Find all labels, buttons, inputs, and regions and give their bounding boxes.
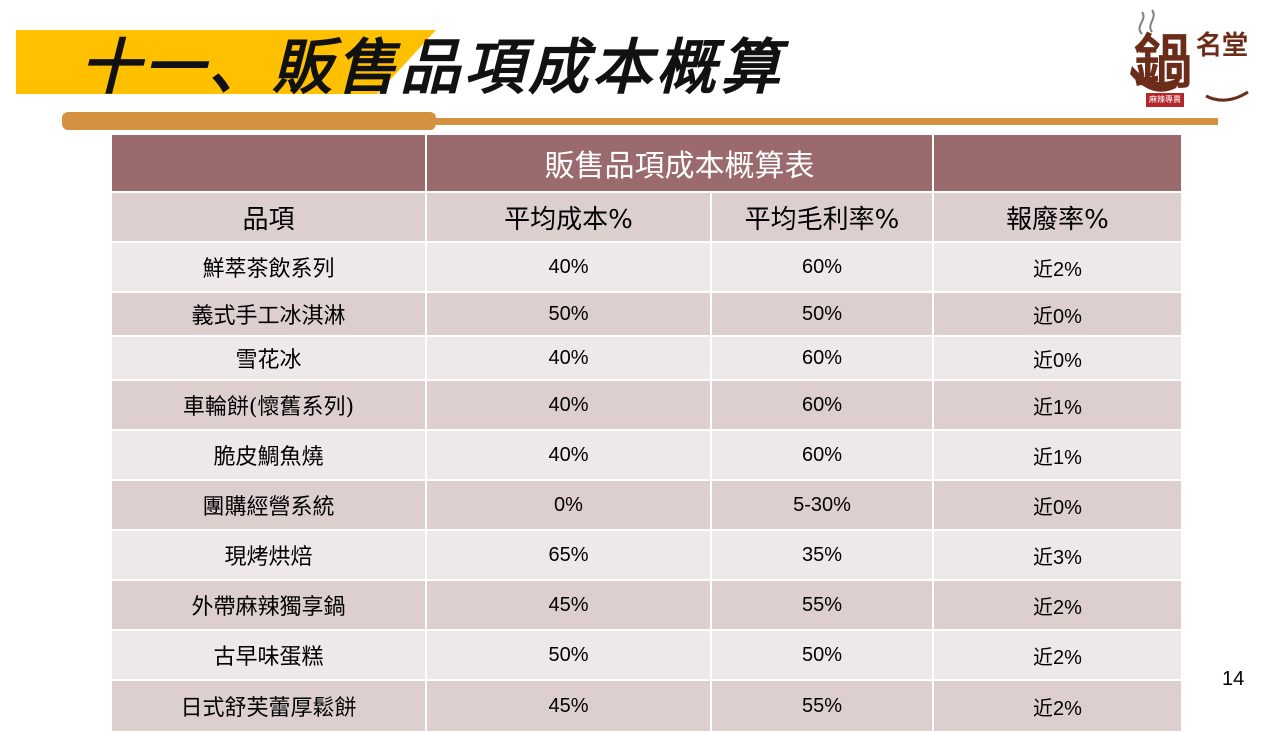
table-row: 現烤烘焙 65% 35% 近3% xyxy=(110,529,1183,581)
table-caption: 販售品項成本概算表 xyxy=(425,133,934,193)
cell-item-name: 日式舒芙蕾厚鬆餅 xyxy=(110,679,427,733)
cell-avg-cost: 50% xyxy=(425,629,712,681)
cell-item-name: 脆皮鯛魚燒 xyxy=(110,429,427,481)
cell-item-name: 義式手工冰淇淋 xyxy=(110,291,427,337)
cell-item-name: 車輪餅(懷舊系列) xyxy=(110,379,427,431)
cell-avg-cost: 45% xyxy=(425,679,712,733)
cell-avg-margin: 35% xyxy=(710,529,934,581)
table-row: 外帶麻辣獨享鍋 45% 55% 近2% xyxy=(110,579,1183,631)
cell-item-name: 鮮萃茶飲系列 xyxy=(110,241,427,293)
title-underline-thin xyxy=(436,118,1218,125)
cell-waste-rate: 近1% xyxy=(932,379,1183,431)
table-row: 脆皮鯛魚燒 40% 60% 近1% xyxy=(110,429,1183,481)
cell-avg-cost: 50% xyxy=(425,291,712,337)
cell-avg-margin: 60% xyxy=(710,241,934,293)
table-row: 鮮萃茶飲系列 40% 60% 近2% xyxy=(110,241,1183,293)
table-row: 義式手工冰淇淋 50% 50% 近0% xyxy=(110,291,1183,337)
caption-blank-left xyxy=(110,133,427,193)
cell-avg-cost: 40% xyxy=(425,335,712,381)
cell-item-name: 現烤烘焙 xyxy=(110,529,427,581)
table-row: 雪花冰 40% 60% 近0% xyxy=(110,335,1183,381)
caption-blank-right xyxy=(932,133,1183,193)
table-row: 團購經營系統 0% 5-30% 近0% xyxy=(110,479,1183,531)
cell-avg-cost: 40% xyxy=(425,379,712,431)
table-row: 車輪餅(懷舊系列) 40% 60% 近1% xyxy=(110,379,1183,431)
slide-title: 十一、販售品項成本概算 xyxy=(80,33,784,103)
cell-item-name: 古早味蛋糕 xyxy=(110,629,427,681)
brand-logo-graphic: 鍋 名堂 xyxy=(1130,9,1249,102)
logo-brand-char-1: 名堂 xyxy=(1196,30,1248,61)
header-avg-margin: 平均毛利率% xyxy=(710,191,934,243)
page-number: 14 xyxy=(1222,668,1245,690)
cell-item-name: 雪花冰 xyxy=(110,335,427,381)
cell-item-name: 外帶麻辣獨享鍋 xyxy=(110,579,427,631)
cell-avg-margin: 55% xyxy=(710,579,934,631)
table-row: 古早味蛋糕 50% 50% 近2% xyxy=(110,629,1183,681)
cell-waste-rate: 近0% xyxy=(932,291,1183,337)
table-header-row: 品項 平均成本% 平均毛利率% 報廢率% xyxy=(110,191,1183,243)
steam-icon xyxy=(1138,9,1155,35)
header-item: 品項 xyxy=(110,191,427,243)
bowl-line xyxy=(1205,90,1249,102)
cell-avg-margin: 55% xyxy=(710,679,934,733)
cell-waste-rate: 近1% xyxy=(932,429,1183,481)
title-underline-thick xyxy=(62,112,436,130)
cell-waste-rate: 近2% xyxy=(932,679,1183,733)
cell-waste-rate: 近0% xyxy=(932,335,1183,381)
cost-summary-table: 販售品項成本概算表 品項 平均成本% 平均毛利率% 報廢率% 鮮萃茶飲系列 40%… xyxy=(110,133,1183,733)
cell-waste-rate: 近2% xyxy=(932,241,1183,293)
cell-avg-cost: 40% xyxy=(425,429,712,481)
cell-item-name: 團購經營系統 xyxy=(110,479,427,531)
brush-swoosh xyxy=(1130,66,1182,92)
table-caption-row: 販售品項成本概算表 xyxy=(110,133,1183,193)
logo-seal-stamp: 麻辣專賣 xyxy=(1146,93,1184,107)
cell-avg-margin: 60% xyxy=(710,379,934,431)
cell-waste-rate: 近3% xyxy=(932,529,1183,581)
brand-logo: 鍋 名堂 麻辣專賣 xyxy=(1118,4,1252,112)
cell-avg-cost: 0% xyxy=(425,479,712,531)
cell-waste-rate: 近2% xyxy=(932,629,1183,681)
cell-waste-rate: 近2% xyxy=(932,579,1183,631)
cell-avg-cost: 45% xyxy=(425,579,712,631)
table-row: 日式舒芙蕾厚鬆餅 45% 55% 近2% xyxy=(110,679,1183,733)
cell-avg-margin: 60% xyxy=(710,335,934,381)
cell-avg-margin: 50% xyxy=(710,291,934,337)
cell-avg-margin: 5-30% xyxy=(710,479,934,531)
cell-avg-margin: 50% xyxy=(710,629,934,681)
logo-main-glyph: 鍋 xyxy=(1134,28,1192,96)
header-waste-rate: 報廢率% xyxy=(932,191,1183,243)
header-avg-cost: 平均成本% xyxy=(425,191,712,243)
cell-avg-cost: 40% xyxy=(425,241,712,293)
cell-avg-margin: 60% xyxy=(710,429,934,481)
title-highlight-bar xyxy=(16,30,436,94)
cell-avg-cost: 65% xyxy=(425,529,712,581)
cell-waste-rate: 近0% xyxy=(932,479,1183,531)
